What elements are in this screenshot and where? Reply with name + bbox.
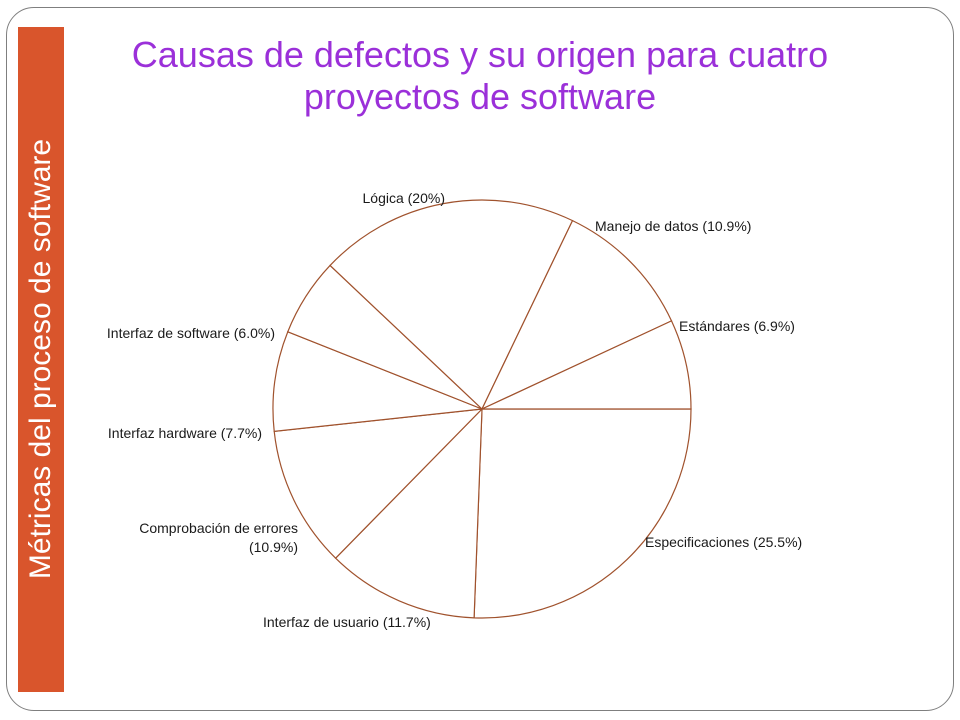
slice-label: Interfaz de usuario (11.7%) (263, 614, 431, 630)
slice-label: Especificaciones (25.5%) (645, 534, 802, 550)
pie-slice (334, 407, 483, 619)
slice-label: Comprobación de errores (10.9%) (139, 520, 298, 555)
slice-label: Manejo de datos (10.9%) (595, 218, 751, 234)
slice-label: Lógica (20%) (363, 190, 446, 206)
slice-label: Interfaz de software (6.0%) (107, 325, 275, 341)
pie-slice (480, 219, 673, 411)
slice-label: Estándares (6.9%) (679, 318, 795, 334)
side-bar (18, 27, 64, 692)
slice-label: Interfaz hardware (7.7%) (108, 425, 262, 441)
pie-slice (481, 320, 692, 410)
page-title: Causas de defectos y su origen para cuat… (131, 34, 829, 117)
pie-slice (272, 330, 483, 433)
pie-slice (473, 408, 692, 619)
pie-slice (273, 408, 484, 560)
pie-slice (329, 199, 574, 411)
